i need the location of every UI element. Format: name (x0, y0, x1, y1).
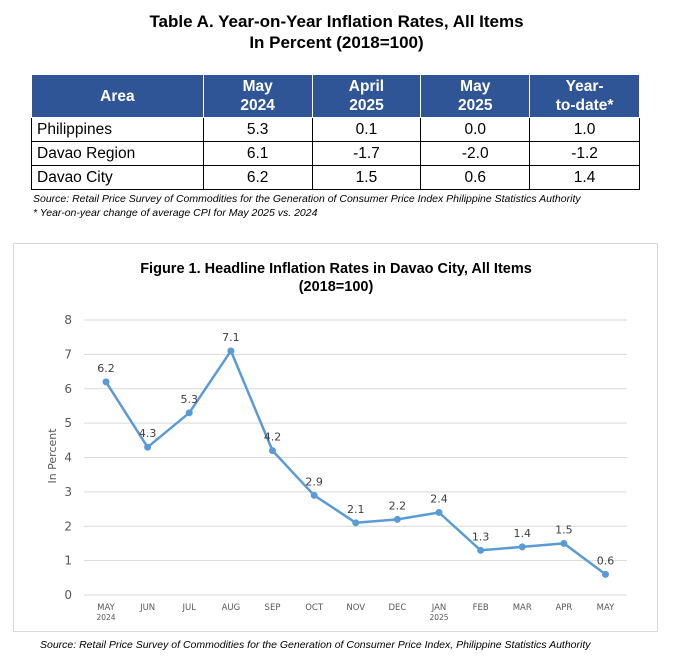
x-tick-label: FEB (473, 603, 489, 613)
x-tick-label: JUN (139, 603, 155, 613)
series-path (104, 349, 607, 576)
y-tick-label: 3 (64, 485, 72, 499)
cell-value: 0.0 (420, 117, 531, 142)
data-label: 5.3 (181, 393, 199, 406)
table-source-note: Source: Retail Price Survey of Commoditi… (33, 193, 581, 205)
y-tick-label: 7 (64, 347, 72, 361)
y-tick-label: 1 (64, 554, 72, 568)
chart-subtitle: (2018=100) (299, 279, 374, 295)
x-tick-label: OCT (305, 603, 324, 613)
table-row: Davao City 6.2 1.5 0.6 1.4 (31, 165, 640, 190)
x-tick-label: AUG (222, 603, 241, 613)
data-point (602, 570, 609, 578)
table-header-row: Area May 2024 April 2025 May 2025 Year- … (31, 74, 640, 118)
y-tick-label: 6 (64, 382, 72, 396)
data-point (393, 515, 401, 523)
cell-value: 6.1 (202, 141, 313, 166)
x-tick-label: JUL (182, 603, 197, 613)
line-chart: Figure 1. Headline Inflation Rates in Da… (46, 261, 627, 622)
data-point (560, 539, 568, 547)
data-point (144, 443, 152, 451)
data-point (269, 447, 276, 455)
table-footnote: * Year-on-year change of average CPI for… (33, 207, 318, 219)
chart-title: Figure 1. Headline Inflation Rates in Da… (140, 261, 532, 277)
table-subtitle: In Percent (2018=100) (249, 33, 424, 52)
table-row: Philippines 5.3 0.1 0.0 1.0 (31, 117, 640, 142)
data-label: 2.9 (305, 475, 323, 488)
cell-value: 5.3 (202, 117, 313, 142)
y-tick-label: 5 (64, 416, 72, 430)
cell-value: -2.0 (420, 141, 531, 166)
x-tick-labels: MAY 2024 JUN JUL AUG SEP OCT NOV DEC JAN 2025 FEB MA… (96, 603, 615, 622)
data-label: 1.5 (555, 523, 573, 536)
data-label: 0.6 (597, 554, 615, 567)
table-title: Table A. Year-on-Year Inflation Rates, A… (149, 12, 524, 31)
data-labels: 6.2 4.3 5.3 7.1 4.2 2.9 2.1 2.2 2.4 1.3 1.4 1.5 0.6 (97, 331, 614, 567)
data-label: 4.3 (139, 427, 157, 440)
cell-value: -1.2 (529, 141, 640, 166)
row-area: Davao Region (31, 141, 204, 166)
data-label: 2.2 (389, 499, 407, 512)
row-area: Philippines (31, 117, 204, 142)
cell-value: 1.5 (311, 165, 422, 190)
data-point (227, 347, 235, 355)
chart-frame: Figure 1. Headline Inflation Rates in Da… (13, 243, 658, 632)
y-tick-label: 8 (64, 313, 72, 327)
header-year-to-date: Year- to-date* (529, 74, 640, 118)
data-label: 1.4 (514, 527, 532, 540)
data-label: 2.4 (430, 493, 448, 506)
data-label: 4.2 (264, 431, 282, 444)
chart-source-note: Source: Retail Price Survey of Commoditi… (40, 639, 591, 651)
y-tick-label: 2 (64, 519, 72, 533)
inflation-table: Area May 2024 April 2025 May 2025 Year- … (31, 74, 640, 190)
row-area: Davao City (31, 165, 204, 190)
data-point (477, 546, 485, 554)
cell-value: 0.1 (311, 117, 422, 142)
data-label: 7.1 (222, 331, 240, 344)
x-tick-label: SEP (265, 603, 281, 613)
y-tick-labels: 0 1 2 3 4 5 6 7 8 (64, 313, 72, 602)
x-tick-label: NOV (346, 603, 365, 613)
series-line (104, 349, 607, 576)
data-point (352, 519, 360, 527)
y-tick-label: 0 (64, 588, 72, 602)
x-tick-label: DEC (388, 603, 406, 613)
y-tick-label: 4 (64, 451, 72, 465)
data-label: 1.3 (472, 530, 490, 543)
data-point (435, 509, 443, 516)
header-area: Area (31, 74, 204, 118)
x-tick-label: JAN 2025 (429, 603, 448, 622)
x-tick-label: MAY (597, 603, 615, 613)
data-label: 2.1 (347, 503, 365, 516)
cell-value: 1.4 (529, 165, 640, 190)
data-point (185, 409, 193, 417)
data-point (102, 378, 110, 386)
cell-value: 1.0 (529, 117, 640, 142)
data-point (518, 543, 526, 551)
data-point (310, 491, 318, 499)
data-points (102, 347, 609, 578)
y-axis-label: In Percent (46, 428, 59, 484)
header-may-2024: May 2024 (202, 74, 313, 118)
table-row: Davao Region 6.1 -1.7 -2.0 -1.2 (31, 141, 640, 166)
cell-value: 0.6 (420, 165, 531, 190)
cell-value: 6.2 (202, 165, 313, 190)
gridlines (84, 319, 627, 596)
data-label: 6.2 (97, 362, 115, 375)
cell-value: -1.7 (311, 141, 422, 166)
x-tick-label: APR (555, 603, 572, 613)
x-tick-label: MAY 2024 (96, 603, 115, 622)
x-tick-label: MAR (513, 603, 532, 613)
header-april-2025: April 2025 (311, 74, 422, 118)
header-may-2025: May 2025 (420, 74, 531, 118)
